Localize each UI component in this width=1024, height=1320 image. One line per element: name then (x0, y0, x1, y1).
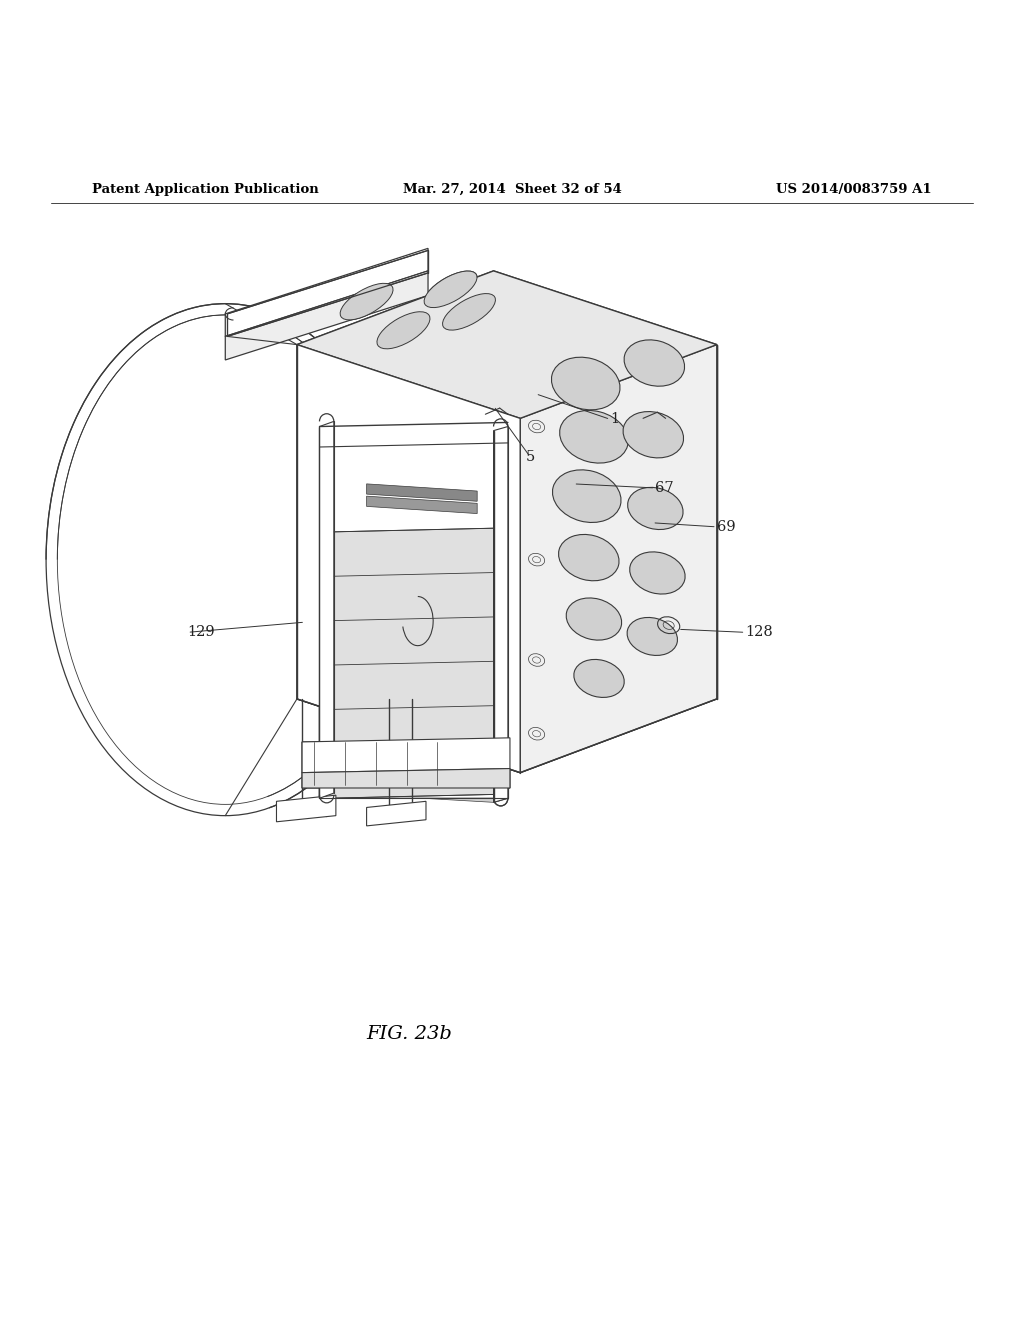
Ellipse shape (340, 284, 393, 319)
Ellipse shape (377, 312, 430, 348)
Polygon shape (520, 345, 717, 772)
Text: FIG. 23b: FIG. 23b (367, 1024, 453, 1043)
Polygon shape (334, 678, 504, 696)
Ellipse shape (627, 618, 678, 656)
Polygon shape (520, 345, 717, 772)
Polygon shape (334, 767, 504, 785)
Polygon shape (302, 768, 510, 788)
Polygon shape (302, 768, 510, 788)
Ellipse shape (628, 487, 683, 529)
Ellipse shape (630, 552, 685, 594)
Polygon shape (334, 421, 494, 803)
Ellipse shape (553, 470, 621, 523)
Polygon shape (367, 801, 426, 826)
Polygon shape (299, 199, 717, 916)
Polygon shape (367, 496, 477, 513)
Ellipse shape (552, 358, 620, 409)
Ellipse shape (627, 618, 678, 656)
Polygon shape (225, 271, 428, 360)
Polygon shape (334, 545, 504, 564)
Polygon shape (297, 345, 520, 772)
Polygon shape (319, 421, 334, 799)
Ellipse shape (442, 293, 496, 330)
Ellipse shape (558, 535, 620, 581)
Polygon shape (328, 528, 506, 799)
Text: Mar. 27, 2014  Sheet 32 of 54: Mar. 27, 2014 Sheet 32 of 54 (402, 183, 622, 195)
Polygon shape (297, 271, 717, 418)
Ellipse shape (552, 358, 620, 409)
Text: Patent Application Publication: Patent Application Publication (92, 183, 318, 195)
Ellipse shape (560, 411, 628, 463)
Polygon shape (319, 774, 508, 799)
Ellipse shape (560, 411, 628, 463)
Polygon shape (334, 590, 504, 607)
Ellipse shape (623, 412, 684, 458)
Ellipse shape (628, 487, 683, 529)
Polygon shape (367, 484, 477, 502)
Polygon shape (328, 528, 506, 799)
Ellipse shape (558, 535, 620, 581)
Ellipse shape (566, 598, 622, 640)
Text: 67: 67 (655, 480, 674, 495)
Ellipse shape (340, 284, 393, 319)
Polygon shape (494, 426, 508, 803)
Text: 69: 69 (717, 520, 735, 533)
Ellipse shape (573, 660, 625, 697)
Polygon shape (334, 723, 504, 741)
Polygon shape (302, 738, 510, 772)
Ellipse shape (424, 271, 477, 308)
Polygon shape (297, 345, 520, 772)
Ellipse shape (630, 552, 685, 594)
Ellipse shape (623, 412, 684, 458)
Polygon shape (367, 484, 477, 502)
Ellipse shape (553, 470, 621, 523)
Text: 5: 5 (525, 450, 536, 465)
Polygon shape (367, 496, 477, 513)
Ellipse shape (566, 598, 622, 640)
Polygon shape (302, 738, 510, 772)
Text: 1: 1 (610, 412, 620, 426)
Polygon shape (297, 271, 717, 418)
Text: 129: 129 (187, 626, 215, 639)
Ellipse shape (424, 271, 477, 308)
Ellipse shape (624, 339, 685, 387)
Polygon shape (319, 422, 508, 447)
Text: US 2014/0083759 A1: US 2014/0083759 A1 (776, 183, 932, 195)
Ellipse shape (442, 293, 496, 330)
Polygon shape (225, 248, 428, 337)
Ellipse shape (377, 312, 430, 348)
Polygon shape (494, 426, 508, 803)
Text: 128: 128 (745, 626, 773, 639)
Ellipse shape (573, 660, 625, 697)
Polygon shape (276, 795, 336, 822)
Polygon shape (319, 421, 334, 799)
Polygon shape (334, 634, 504, 652)
Ellipse shape (624, 339, 685, 387)
